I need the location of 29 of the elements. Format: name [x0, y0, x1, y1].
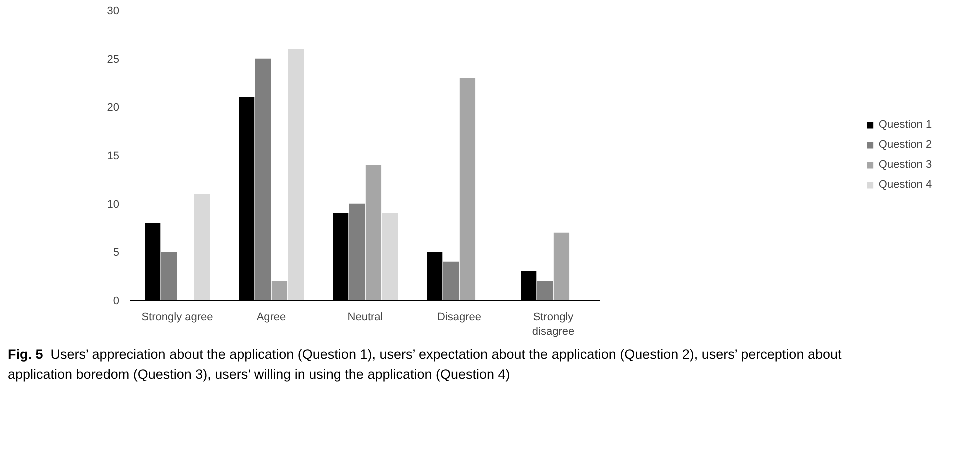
y-tick-label: 10	[107, 198, 120, 211]
legend-label: Question 4	[878, 179, 932, 191]
x-tick-label: Strongly disagree	[532, 312, 575, 338]
bar	[272, 281, 288, 300]
y-tick-label: 5	[113, 247, 120, 260]
bar	[460, 78, 476, 300]
bar	[194, 194, 210, 300]
caption: Fig. 5 Users’ appreciation about the application (Question 1), users’ expectation about the application (Question 2), users’ perception about application boredom (Question 3), users’ willing in using the application (Question 4)	[8, 346, 843, 384]
bar	[382, 214, 398, 300]
y-tick-label: 15	[107, 150, 120, 162]
bar	[349, 204, 366, 300]
bar	[288, 49, 304, 300]
x-tick-label: Strongly agree	[142, 312, 214, 324]
legend-label: Question 2	[878, 139, 932, 151]
y-tick-label: 30	[107, 6, 120, 18]
y-tick-label: 25	[107, 54, 120, 66]
x-tick-label: Agree	[256, 312, 286, 324]
bar	[443, 262, 460, 300]
x-tick-label: Neutral	[348, 312, 384, 324]
legend-label: Question 3	[878, 159, 932, 171]
bar	[537, 281, 554, 300]
y-tick-label: 20	[107, 102, 120, 114]
y-tick-label: 0	[113, 296, 120, 308]
x-tick-label: Disagree	[437, 312, 482, 324]
bar	[255, 58, 272, 300]
bar	[161, 252, 178, 300]
legend-label: Question 1	[878, 119, 932, 131]
bar	[366, 165, 382, 300]
bar	[554, 232, 570, 300]
